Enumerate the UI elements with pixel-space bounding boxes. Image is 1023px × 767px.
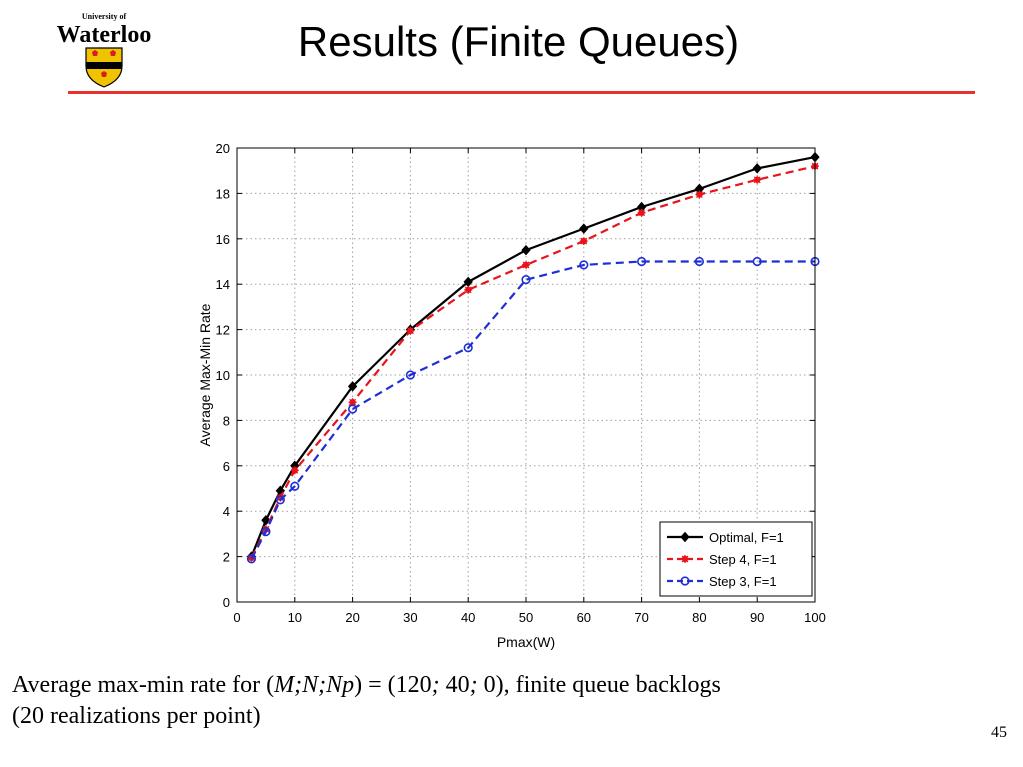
data-point bbox=[579, 223, 589, 234]
plot-frame bbox=[236, 147, 816, 603]
data-point bbox=[261, 527, 271, 537]
slide-title: Results (Finite Queues) bbox=[297, 18, 740, 65]
data-point-star bbox=[464, 285, 473, 294]
logo-top-text: University of bbox=[82, 12, 127, 21]
y-tick-label: 10 bbox=[216, 368, 230, 383]
series-line bbox=[250, 260, 815, 560]
data-point bbox=[261, 515, 271, 526]
title-underline bbox=[68, 91, 975, 94]
series-2 bbox=[247, 162, 819, 562]
y-tick-label: 6 bbox=[223, 459, 230, 474]
data-point bbox=[246, 554, 257, 564]
caption-variables: M;N;Np bbox=[274, 672, 355, 698]
x-tick-label: 10 bbox=[288, 610, 302, 625]
data-point bbox=[637, 256, 647, 267]
x-tick-label: 80 bbox=[692, 610, 706, 625]
data-point-star bbox=[579, 237, 588, 246]
series-3 bbox=[246, 256, 820, 564]
page-number: 45 bbox=[991, 724, 1007, 741]
x-tick-label: 30 bbox=[403, 610, 417, 625]
caption-text-mid1: ) = (120 bbox=[354, 672, 432, 698]
legend-marker bbox=[680, 576, 690, 586]
data-point bbox=[275, 495, 285, 505]
legend-label: Step 4, F=1 bbox=[709, 552, 777, 567]
data-point bbox=[521, 244, 531, 256]
caption-text-pre: Average max-min rate for ( bbox=[12, 672, 275, 698]
x-tick-label: 20 bbox=[345, 610, 359, 625]
data-point bbox=[694, 256, 705, 267]
caption-text-mid2: 40 bbox=[439, 672, 470, 698]
y-tick-label: 14 bbox=[216, 277, 230, 292]
y-tick-label: 12 bbox=[216, 323, 230, 338]
caption-line-2: (20 realizations per point) bbox=[12, 703, 261, 729]
data-point-star bbox=[276, 493, 285, 502]
y-tick-label: 0 bbox=[223, 595, 230, 610]
x-tick-label: 90 bbox=[750, 610, 764, 625]
legend-item-2: Step 4, F=1 bbox=[667, 552, 777, 567]
legend-marker bbox=[680, 531, 690, 543]
caption-line-1: Average max-min rate for (M;N;Np) = (120… bbox=[12, 670, 1012, 701]
caption-text-post: 0), finite queue backlogs bbox=[477, 672, 721, 698]
data-point bbox=[290, 481, 300, 491]
x-tick-label: 0 bbox=[233, 610, 240, 625]
data-point bbox=[521, 275, 531, 285]
data-point bbox=[752, 256, 762, 267]
data-point-star bbox=[290, 466, 299, 475]
crest-shield-icon bbox=[85, 47, 123, 88]
slide-caption: Average max-min rate for (M;N;Np) = (120… bbox=[12, 670, 1012, 732]
line-chart: 0 10 20 30 40 50 60 70 80 90 100 0 2 4 6 8 10 12 14 16 18 20 P… bbox=[197, 141, 826, 650]
data-point-star bbox=[348, 398, 357, 407]
data-point-star bbox=[522, 260, 530, 269]
logo-wordmark: Waterloo bbox=[57, 22, 152, 48]
university-logo: University of Waterloo bbox=[52, 10, 156, 88]
x-tick-label: 100 bbox=[804, 610, 826, 625]
data-point-star bbox=[695, 190, 704, 199]
data-point bbox=[405, 370, 415, 380]
data-point bbox=[348, 404, 358, 414]
data-point bbox=[347, 381, 358, 392]
legend-marker-star bbox=[681, 555, 689, 563]
y-tick-label: 20 bbox=[216, 141, 230, 156]
y-tick-label: 4 bbox=[223, 504, 230, 519]
x-tick-label: 70 bbox=[634, 610, 648, 625]
data-point bbox=[579, 260, 589, 270]
caption-separator-2: ; bbox=[469, 672, 478, 698]
y-tick-label: 18 bbox=[216, 186, 230, 201]
y-tick-label: 8 bbox=[223, 413, 230, 428]
caption-separator-1: ; bbox=[431, 672, 440, 698]
data-point-star bbox=[637, 208, 646, 217]
legend-item-3: Step 3, F=1 bbox=[667, 574, 777, 589]
x-tick-label: 40 bbox=[461, 610, 475, 625]
x-axis-label: Pmax(W) bbox=[497, 634, 555, 650]
data-point bbox=[463, 343, 473, 353]
data-point bbox=[752, 163, 762, 174]
data-point-star bbox=[753, 175, 762, 184]
x-tick-label: 50 bbox=[519, 610, 533, 625]
x-tick-label: 60 bbox=[577, 610, 591, 625]
legend-item-1: Optimal, F=1 bbox=[667, 530, 784, 545]
legend: Optimal, F=1 Step 4, F=1 Step 3, F=1 bbox=[659, 521, 813, 597]
data-point-star bbox=[406, 326, 415, 335]
y-axis-label: Average Max-Min Rate bbox=[197, 303, 213, 446]
legend-label: Step 3, F=1 bbox=[709, 574, 777, 589]
legend-label: Optimal, F=1 bbox=[709, 530, 784, 545]
y-tick-label: 16 bbox=[216, 232, 230, 247]
y-tick-label: 2 bbox=[223, 550, 230, 565]
